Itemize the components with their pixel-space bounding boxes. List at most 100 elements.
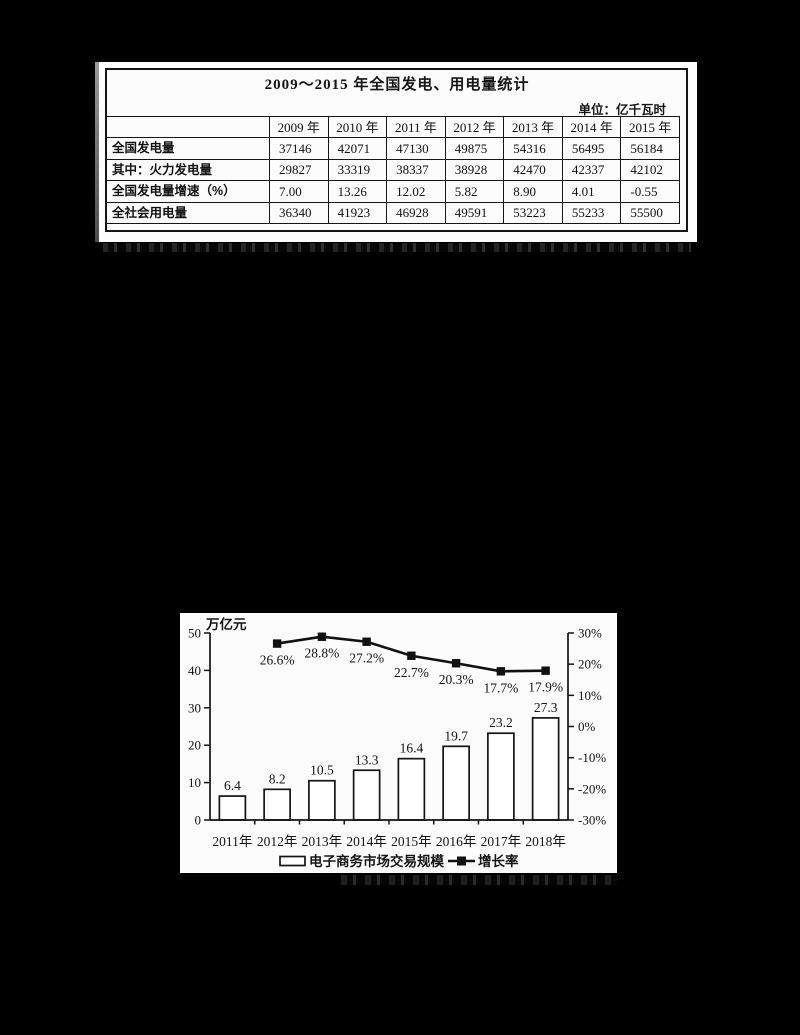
right-axis-tick-label: -10% <box>578 750 606 765</box>
table-row: 全社会用电量 36340 41923 46928 49591 53223 55233 5550… <box>105 201 680 224</box>
value-cell: 37146 <box>269 137 329 160</box>
row-label-cell: 全社会用电量 <box>105 201 270 224</box>
legend-line-marker-icon <box>457 856 466 866</box>
right-axis-tick-label: -30% <box>578 813 606 828</box>
x-axis-category-label: 2017年 <box>481 834 522 849</box>
row-label-cell: 全国发电量增速（%） <box>105 180 270 203</box>
value-cell: 42470 <box>503 158 563 182</box>
table-header-cell: 2009 年 <box>269 115 329 139</box>
value-cell: 47130 <box>386 137 446 160</box>
row-label-cell: 其中：火力发电量 <box>105 158 270 182</box>
value-cell: 49875 <box>444 137 505 160</box>
table-unit-note: 单位：亿千瓦时 <box>578 103 666 117</box>
left-axis-tick-label: 30 <box>188 700 201 715</box>
scan-edge-shadow <box>95 62 99 242</box>
right-axis-tick-label: 30% <box>578 626 602 641</box>
table-header-cell: 2014 年 <box>561 115 622 139</box>
redacted-text-strip-top <box>103 243 691 252</box>
ecommerce-chart-figure: 6.4 8.2 10.5 13.3 16.4 19.7 23.2 27.3 0 10 20 30 40 5… <box>180 613 617 873</box>
x-axis-category-label: 2011年 <box>212 834 252 849</box>
value-cell: 5.82 <box>444 180 505 203</box>
table-row: 其中：火力发电量 29827 33319 38337 38928 42470 42337 42… <box>105 158 680 182</box>
left-axis-tick-label: 10 <box>188 775 201 790</box>
value-cell: 56495 <box>561 137 622 160</box>
power-statistics-table: 2009 年 2010 年 2011 年 2012 年 2013 年 2014 年 2015… <box>105 115 680 224</box>
bar-2015年 <box>397 757 426 821</box>
value-cell: 13.26 <box>327 180 388 203</box>
table-row: 全国发电量增速（%） 7.00 13.26 12.02 5.82 8.90 4.01 -0.5… <box>105 180 680 203</box>
value-cell: 54316 <box>503 137 563 160</box>
table-header-cell <box>105 115 270 139</box>
growth-rate-point-label: 20.3% <box>439 672 474 687</box>
x-axis-category-label: 2018年 <box>525 834 566 849</box>
x-axis-category-label: 2013年 <box>302 834 343 849</box>
bar-2018年 <box>531 717 560 821</box>
bar-value-label: 13.3 <box>355 752 379 767</box>
legend-bar-label: 电子商务市场交易规模 <box>309 853 444 869</box>
value-cell: 49591 <box>444 201 505 224</box>
growth-rate-point-label: 17.7% <box>483 680 518 695</box>
value-cell: 4.01 <box>561 180 622 203</box>
growth-rate-marker-2013年 <box>317 632 327 641</box>
value-cell: 42337 <box>561 158 622 182</box>
legend-bar-swatch-icon <box>279 855 306 867</box>
growth-rate-marker-2017年 <box>496 667 506 676</box>
right-axis-tick-label: 10% <box>578 688 602 703</box>
x-axis-category-label: 2014年 <box>346 834 387 849</box>
right-axis-tick-label: -20% <box>578 781 606 796</box>
table-title: 2009～2015 年全国发电、用电量统计 <box>264 77 530 93</box>
value-cell: 41923 <box>327 201 388 224</box>
bar-value-label: 19.7 <box>444 728 468 743</box>
ecommerce-combo-chart: 6.4 8.2 10.5 13.3 16.4 19.7 23.2 27.3 0 10 20 30 40 5… <box>188 616 606 869</box>
bar-2011年 <box>218 795 247 821</box>
value-cell: 46928 <box>386 201 446 224</box>
left-axis-tick-label: 20 <box>188 738 201 753</box>
bar-2012年 <box>263 788 291 821</box>
growth-rate-marker-2014年 <box>362 637 371 646</box>
bar-value-label: 10.5 <box>310 763 334 778</box>
value-cell: 42071 <box>327 137 388 160</box>
value-cell: 12.02 <box>386 180 446 203</box>
table-header-cell: 2010 年 <box>327 115 388 139</box>
left-axis-tick-label: 40 <box>188 663 201 678</box>
growth-rate-point-label: 28.8% <box>304 646 339 661</box>
table-row: 全国发电量 37146 42071 47130 49875 54316 56495 56184 <box>105 137 680 160</box>
right-axis-tick-label: 20% <box>578 657 602 672</box>
value-cell: 42102 <box>620 158 680 182</box>
table-header-cell: 2013 年 <box>503 115 563 139</box>
growth-rate-point-label: 22.7% <box>394 665 429 680</box>
value-cell: 8.90 <box>503 180 563 203</box>
value-cell: -0.55 <box>620 180 680 203</box>
right-axis-tick-label: 0% <box>578 719 596 734</box>
value-cell: 56184 <box>620 137 680 160</box>
bar-value-label: 6.4 <box>224 778 241 793</box>
bar-2016年 <box>442 745 470 821</box>
bar-value-label: 27.3 <box>534 700 558 715</box>
left-axis-tick-label: 0 <box>195 813 202 828</box>
table-header-cell: 2011 年 <box>386 115 446 139</box>
growth-rate-marker-2012年 <box>272 639 282 648</box>
value-cell: 36340 <box>269 201 329 224</box>
x-axis-category-label: 2012年 <box>257 834 298 849</box>
left-axis-title: 万亿元 <box>205 616 247 632</box>
value-cell: 55500 <box>620 201 680 224</box>
growth-rate-marker-2018年 <box>541 666 550 675</box>
redacted-text-strip-bottom <box>341 875 617 885</box>
value-cell: 55233 <box>561 201 622 224</box>
power-statistics-figure: 2009～2015 年全国发电、用电量统计 单位：亿千瓦时 2009 年 2010… <box>95 62 697 242</box>
row-label-cell: 全国发电量 <box>105 137 270 160</box>
table-header-row: 2009 年 2010 年 2011 年 2012 年 2013 年 2014 年 2015… <box>105 115 680 139</box>
x-axis-category-label: 2015年 <box>391 834 432 849</box>
bar-value-label: 8.2 <box>269 771 286 786</box>
bar-2017年 <box>487 732 515 821</box>
growth-rate-marker-2016年 <box>451 659 461 668</box>
table-header-cell: 2012 年 <box>444 115 505 139</box>
value-cell: 29827 <box>269 158 329 182</box>
value-cell: 38928 <box>444 158 505 182</box>
value-cell: 53223 <box>503 201 563 224</box>
growth-rate-point-label: 27.2% <box>349 651 384 666</box>
x-axis-category-label: 2016年 <box>436 834 477 849</box>
value-cell: 38337 <box>386 158 446 182</box>
left-axis-tick-label: 50 <box>188 626 201 641</box>
